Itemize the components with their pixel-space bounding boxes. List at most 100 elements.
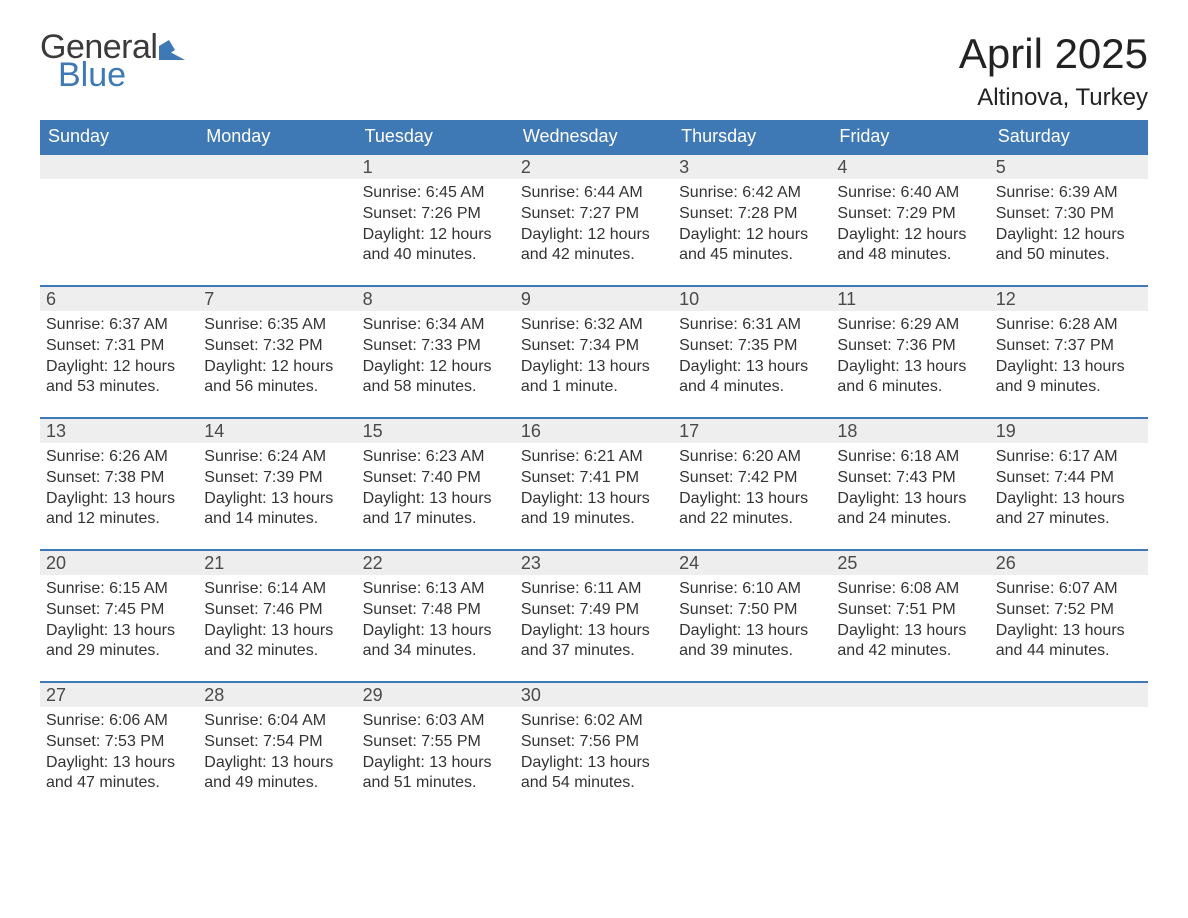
title-block: April 2025 Altinova, Turkey xyxy=(959,30,1148,112)
sunset-line: Sunset: 7:31 PM xyxy=(46,336,192,357)
calendar-cell: 30Sunrise: 6:02 AMSunset: 7:56 PMDayligh… xyxy=(515,681,673,813)
sunrise-line: Sunrise: 6:31 AM xyxy=(679,315,825,336)
day-body: Sunrise: 6:23 AMSunset: 7:40 PMDaylight:… xyxy=(357,443,515,538)
sunrise-line: Sunrise: 6:06 AM xyxy=(46,711,192,732)
calendar-body: 1Sunrise: 6:45 AMSunset: 7:26 PMDaylight… xyxy=(40,153,1148,813)
sunset-line: Sunset: 7:32 PM xyxy=(204,336,350,357)
daylight-line: Daylight: 13 hours and 47 minutes. xyxy=(46,753,192,795)
sunset-line: Sunset: 7:51 PM xyxy=(837,600,983,621)
daylight-line: Daylight: 13 hours and 42 minutes. xyxy=(837,621,983,663)
logo: General Blue xyxy=(40,30,185,92)
day-body: Sunrise: 6:21 AMSunset: 7:41 PMDaylight:… xyxy=(515,443,673,538)
sunrise-line: Sunrise: 6:42 AM xyxy=(679,183,825,204)
calendar-cell: 10Sunrise: 6:31 AMSunset: 7:35 PMDayligh… xyxy=(673,285,831,417)
day-body: Sunrise: 6:26 AMSunset: 7:38 PMDaylight:… xyxy=(40,443,198,538)
daylight-line: Daylight: 12 hours and 42 minutes. xyxy=(521,225,667,267)
day-body: Sunrise: 6:07 AMSunset: 7:52 PMDaylight:… xyxy=(990,575,1148,670)
calendar-cell xyxy=(673,681,831,813)
daylight-line: Daylight: 13 hours and 39 minutes. xyxy=(679,621,825,663)
calendar-cell: 16Sunrise: 6:21 AMSunset: 7:41 PMDayligh… xyxy=(515,417,673,549)
sunset-line: Sunset: 7:46 PM xyxy=(204,600,350,621)
daylight-line: Daylight: 13 hours and 12 minutes. xyxy=(46,489,192,531)
calendar-cell: 18Sunrise: 6:18 AMSunset: 7:43 PMDayligh… xyxy=(831,417,989,549)
day-body: Sunrise: 6:40 AMSunset: 7:29 PMDaylight:… xyxy=(831,179,989,274)
day-number-strip xyxy=(40,153,198,179)
day-body: Sunrise: 6:28 AMSunset: 7:37 PMDaylight:… xyxy=(990,311,1148,406)
calendar-cell: 2Sunrise: 6:44 AMSunset: 7:27 PMDaylight… xyxy=(515,153,673,285)
sunset-line: Sunset: 7:54 PM xyxy=(204,732,350,753)
day-number-strip: 24 xyxy=(673,549,831,575)
day-body: Sunrise: 6:29 AMSunset: 7:36 PMDaylight:… xyxy=(831,311,989,406)
day-body: Sunrise: 6:18 AMSunset: 7:43 PMDaylight:… xyxy=(831,443,989,538)
daylight-line: Daylight: 12 hours and 50 minutes. xyxy=(996,225,1142,267)
day-body: Sunrise: 6:34 AMSunset: 7:33 PMDaylight:… xyxy=(357,311,515,406)
day-number-strip xyxy=(198,153,356,179)
day-body: Sunrise: 6:45 AMSunset: 7:26 PMDaylight:… xyxy=(357,179,515,274)
sunrise-line: Sunrise: 6:04 AM xyxy=(204,711,350,732)
day-number-strip xyxy=(990,681,1148,707)
daylight-line: Daylight: 13 hours and 37 minutes. xyxy=(521,621,667,663)
day-body: Sunrise: 6:17 AMSunset: 7:44 PMDaylight:… xyxy=(990,443,1148,538)
logo-triangle-icon xyxy=(159,40,185,60)
calendar-cell: 13Sunrise: 6:26 AMSunset: 7:38 PMDayligh… xyxy=(40,417,198,549)
calendar-cell: 3Sunrise: 6:42 AMSunset: 7:28 PMDaylight… xyxy=(673,153,831,285)
daylight-line: Daylight: 13 hours and 27 minutes. xyxy=(996,489,1142,531)
day-body: Sunrise: 6:08 AMSunset: 7:51 PMDaylight:… xyxy=(831,575,989,670)
sunrise-line: Sunrise: 6:17 AM xyxy=(996,447,1142,468)
day-body: Sunrise: 6:44 AMSunset: 7:27 PMDaylight:… xyxy=(515,179,673,274)
sunset-line: Sunset: 7:55 PM xyxy=(363,732,509,753)
calendar-cell: 28Sunrise: 6:04 AMSunset: 7:54 PMDayligh… xyxy=(198,681,356,813)
daylight-line: Daylight: 13 hours and 51 minutes. xyxy=(363,753,509,795)
calendar-cell: 7Sunrise: 6:35 AMSunset: 7:32 PMDaylight… xyxy=(198,285,356,417)
day-body: Sunrise: 6:06 AMSunset: 7:53 PMDaylight:… xyxy=(40,707,198,802)
sunrise-line: Sunrise: 6:14 AM xyxy=(204,579,350,600)
day-number-strip: 26 xyxy=(990,549,1148,575)
calendar-cell: 21Sunrise: 6:14 AMSunset: 7:46 PMDayligh… xyxy=(198,549,356,681)
calendar-week-row: 1Sunrise: 6:45 AMSunset: 7:26 PMDaylight… xyxy=(40,153,1148,285)
day-number-strip: 1 xyxy=(357,153,515,179)
daylight-line: Daylight: 12 hours and 56 minutes. xyxy=(204,357,350,399)
day-number-strip: 20 xyxy=(40,549,198,575)
calendar-cell: 9Sunrise: 6:32 AMSunset: 7:34 PMDaylight… xyxy=(515,285,673,417)
sunrise-line: Sunrise: 6:34 AM xyxy=(363,315,509,336)
day-number-strip: 28 xyxy=(198,681,356,707)
daylight-line: Daylight: 13 hours and 9 minutes. xyxy=(996,357,1142,399)
sunrise-line: Sunrise: 6:08 AM xyxy=(837,579,983,600)
day-body: Sunrise: 6:15 AMSunset: 7:45 PMDaylight:… xyxy=(40,575,198,670)
day-number-strip: 23 xyxy=(515,549,673,575)
sunrise-line: Sunrise: 6:35 AM xyxy=(204,315,350,336)
calendar-week-row: 13Sunrise: 6:26 AMSunset: 7:38 PMDayligh… xyxy=(40,417,1148,549)
day-body: Sunrise: 6:14 AMSunset: 7:46 PMDaylight:… xyxy=(198,575,356,670)
day-number-strip: 14 xyxy=(198,417,356,443)
day-number-strip: 17 xyxy=(673,417,831,443)
day-body: Sunrise: 6:39 AMSunset: 7:30 PMDaylight:… xyxy=(990,179,1148,274)
sunrise-line: Sunrise: 6:45 AM xyxy=(363,183,509,204)
calendar-cell: 29Sunrise: 6:03 AMSunset: 7:55 PMDayligh… xyxy=(357,681,515,813)
sunset-line: Sunset: 7:40 PM xyxy=(363,468,509,489)
sunset-line: Sunset: 7:49 PM xyxy=(521,600,667,621)
sunset-line: Sunset: 7:41 PM xyxy=(521,468,667,489)
daylight-line: Daylight: 13 hours and 24 minutes. xyxy=(837,489,983,531)
day-body: Sunrise: 6:10 AMSunset: 7:50 PMDaylight:… xyxy=(673,575,831,670)
day-number-strip: 19 xyxy=(990,417,1148,443)
sunset-line: Sunset: 7:43 PM xyxy=(837,468,983,489)
calendar-cell xyxy=(198,153,356,285)
day-number-strip: 13 xyxy=(40,417,198,443)
day-body: Sunrise: 6:04 AMSunset: 7:54 PMDaylight:… xyxy=(198,707,356,802)
sunset-line: Sunset: 7:33 PM xyxy=(363,336,509,357)
sunset-line: Sunset: 7:48 PM xyxy=(363,600,509,621)
day-body: Sunrise: 6:02 AMSunset: 7:56 PMDaylight:… xyxy=(515,707,673,802)
daylight-line: Daylight: 13 hours and 49 minutes. xyxy=(204,753,350,795)
daylight-line: Daylight: 13 hours and 22 minutes. xyxy=(679,489,825,531)
col-thursday: Thursday xyxy=(673,120,831,153)
sunrise-line: Sunrise: 6:07 AM xyxy=(996,579,1142,600)
calendar-cell: 26Sunrise: 6:07 AMSunset: 7:52 PMDayligh… xyxy=(990,549,1148,681)
calendar-cell: 20Sunrise: 6:15 AMSunset: 7:45 PMDayligh… xyxy=(40,549,198,681)
day-body: Sunrise: 6:13 AMSunset: 7:48 PMDaylight:… xyxy=(357,575,515,670)
sunrise-line: Sunrise: 6:26 AM xyxy=(46,447,192,468)
calendar-cell: 4Sunrise: 6:40 AMSunset: 7:29 PMDaylight… xyxy=(831,153,989,285)
calendar-cell: 5Sunrise: 6:39 AMSunset: 7:30 PMDaylight… xyxy=(990,153,1148,285)
col-wednesday: Wednesday xyxy=(515,120,673,153)
calendar-cell xyxy=(40,153,198,285)
daylight-line: Daylight: 13 hours and 6 minutes. xyxy=(837,357,983,399)
